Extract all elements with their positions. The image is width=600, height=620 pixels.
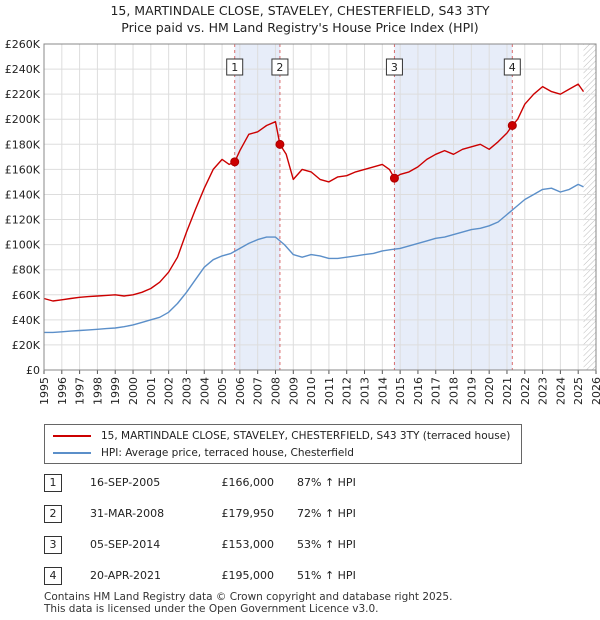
x-tick-label: 1997 [74, 377, 87, 405]
sale-label: 1 [231, 61, 238, 74]
x-tick-label: 2022 [519, 377, 532, 405]
property-price-line [43, 83, 585, 302]
sale-label: 3 [391, 61, 398, 74]
transaction-hpi-change: 87% ↑ HPI [297, 476, 356, 489]
legend-swatch-property [53, 435, 91, 437]
x-tick-label: 1996 [56, 377, 69, 405]
legend-label-hpi: HPI: Average price, terraced house, Ches… [101, 447, 354, 459]
y-tick-label: £200K [5, 113, 41, 126]
y-tick-label: £160K [5, 163, 41, 176]
x-tick-label: 2002 [163, 377, 176, 405]
x-tick-label: 2023 [537, 377, 550, 405]
y-tick-label: £140K [5, 188, 41, 201]
legend-item-property: 15, MARTINDALE CLOSE, STAVELEY, CHESTERF… [53, 428, 510, 444]
y-tick-label: £120K [5, 214, 41, 227]
x-tick-label: 2007 [252, 377, 265, 405]
x-tick-label: 2018 [448, 377, 461, 405]
transaction-number-badge: 1 [44, 474, 62, 492]
x-tick-label: 2008 [269, 377, 282, 405]
transaction-date: 31-MAR-2008 [90, 507, 165, 520]
plot-frame [43, 43, 597, 371]
transaction-price: £166,000 [221, 476, 275, 489]
x-tick-label: 2025 [572, 377, 585, 405]
chart-title-line1: 15, MARTINDALE CLOSE, STAVELEY, CHESTERF… [110, 3, 490, 18]
table-row: 4 20-APR-2021 £195,000 51% ↑ HPI [44, 567, 444, 585]
hpi-line [44, 183, 584, 334]
x-tick-label: 2021 [501, 377, 514, 405]
x-tick-label: 2017 [430, 377, 443, 405]
x-tick-label: 2004 [198, 377, 211, 405]
x-tick-label: 1999 [109, 377, 122, 405]
y-tick-label: £0 [26, 364, 40, 377]
y-tick-label: £260K [5, 38, 41, 51]
projection-hatch [583, 44, 596, 370]
transaction-hpi-change: 53% ↑ HPI [297, 538, 356, 551]
legend-item-hpi: HPI: Average price, terraced house, Ches… [53, 445, 354, 461]
x-tick-label: 2024 [554, 377, 567, 405]
transaction-hpi-change: 51% ↑ HPI [297, 569, 356, 582]
table-row: 3 05-SEP-2014 £153,000 53% ↑ HPI [44, 536, 444, 554]
y-tick-label: £20K [12, 339, 41, 352]
table-row: 1 16-SEP-2005 £166,000 87% ↑ HPI [44, 474, 444, 492]
plot-area [44, 44, 596, 370]
sale-label-box [385, 58, 403, 76]
x-tick-label: 2026 [590, 377, 600, 405]
sale-label: 4 [509, 61, 516, 74]
legend-swatch-hpi [53, 452, 91, 454]
y-tick-label: £240K [5, 63, 41, 76]
x-tick-label: 2020 [483, 377, 496, 405]
y-tick-label: £60K [12, 289, 41, 302]
y-tick-label: £220K [5, 88, 41, 101]
transaction-date: 16-SEP-2005 [90, 476, 161, 489]
transaction-price: £153,000 [221, 538, 275, 551]
transaction-number-badge: 2 [44, 505, 62, 523]
sale-label: 2 [276, 61, 283, 74]
x-tick-label: 2014 [376, 377, 389, 405]
x-tick-label: 2010 [305, 377, 318, 405]
footer-licence: This data is licensed under the Open Gov… [44, 603, 379, 615]
x-tick-label: 2011 [323, 377, 336, 405]
y-tick-label: £100K [5, 239, 41, 252]
x-tick-label: 2001 [145, 377, 158, 405]
x-tick-label: 2005 [216, 377, 229, 405]
x-tick-label: 2012 [341, 377, 354, 405]
sale-label-box [226, 58, 244, 76]
sale-point [507, 121, 517, 130]
x-tick-label: 2013 [359, 377, 372, 405]
transaction-price: £179,950 [221, 507, 275, 520]
sale-label-box [503, 58, 521, 76]
x-tick-label: 1995 [38, 377, 51, 405]
x-tick-label: 2000 [127, 377, 140, 405]
legend-label-property: 15, MARTINDALE CLOSE, STAVELEY, CHESTERF… [101, 430, 511, 442]
transaction-number-badge: 4 [44, 567, 62, 585]
y-tick-label: £40K [12, 314, 41, 327]
x-tick-label: 2016 [412, 377, 425, 405]
x-tick-label: 1998 [91, 377, 104, 405]
sale-point [389, 173, 399, 183]
x-tick-label: 2009 [287, 377, 300, 405]
sale-point [230, 157, 240, 167]
transaction-number-badge: 3 [44, 536, 62, 554]
x-tick-label: 2006 [234, 377, 247, 405]
sale-label-box [271, 58, 289, 76]
transaction-date: 20-APR-2021 [90, 569, 162, 582]
y-tick-label: £180K [5, 138, 41, 151]
chart-title-line2: Price paid vs. HM Land Registry's House … [121, 20, 479, 35]
footer-copyright: Contains HM Land Registry data © Crown c… [44, 591, 453, 603]
table-row: 2 31-MAR-2008 £179,950 72% ↑ HPI [44, 505, 444, 523]
price-chart: £0 £20K £40K £60K £80K £100K £120K £140K £160K £1… [5, 38, 600, 405]
x-tick-label: 2019 [465, 377, 478, 405]
x-tick-label: 2003 [180, 377, 193, 405]
sale-point [275, 139, 285, 149]
footer: Contains HM Land Registry data © Crown c… [44, 591, 452, 615]
y-tick-label: £80K [12, 264, 41, 277]
transaction-hpi-change: 72% ↑ HPI [297, 507, 356, 520]
transaction-price: £195,000 [221, 569, 275, 582]
x-tick-label: 2015 [394, 377, 407, 405]
chart-legend: 15, MARTINDALE CLOSE, STAVELEY, CHESTERF… [44, 424, 522, 464]
transaction-date: 05-SEP-2014 [90, 538, 161, 551]
